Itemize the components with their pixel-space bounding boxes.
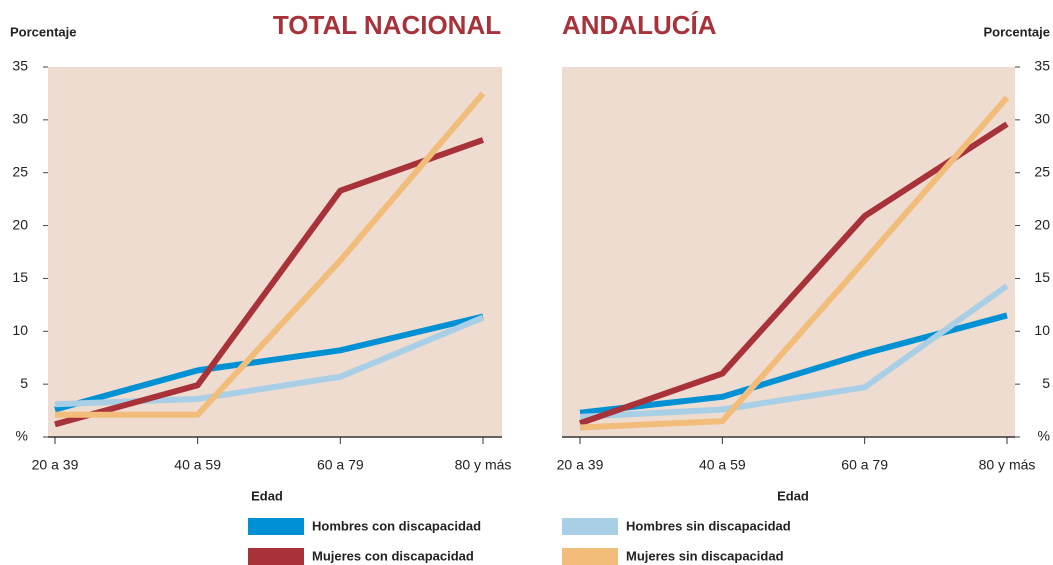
legend-label: Hombres sin discapacidad: [626, 518, 791, 533]
y-tick-label: 10: [1034, 322, 1050, 338]
y-axis-label: Porcentaje: [984, 24, 1050, 39]
y-tick-label: 15: [1034, 269, 1050, 285]
x-tick-label: 40 a 59: [174, 457, 221, 473]
series-line: [54, 137, 485, 428]
legend-label: Hombres con discapacidad: [312, 518, 481, 533]
y-tick-label: %: [16, 428, 28, 444]
x-tick-label: 60 a 79: [317, 457, 364, 473]
series-line: [54, 313, 484, 413]
chart-title: ANDALUCÍA: [562, 10, 717, 40]
series-line: [579, 95, 1010, 431]
y-tick-label: 30: [12, 111, 28, 127]
plot-area: [562, 67, 1015, 437]
y-tick-label: %: [1038, 428, 1050, 444]
y-tick-label: 30: [1034, 111, 1050, 127]
legend-label: Mujeres sin discapacidad: [626, 548, 784, 563]
y-tick-label: 20: [12, 216, 28, 232]
x-axis-label: Edad: [251, 488, 283, 503]
chart-title: TOTAL NACIONAL: [273, 10, 501, 40]
x-tick-label: 60 a 79: [841, 457, 888, 473]
series-line: [55, 91, 486, 418]
legend-swatch: [248, 518, 304, 535]
series-line: [54, 314, 485, 408]
x-axis-label: Edad: [777, 488, 809, 503]
legend-label: Mujeres con discapacidad: [312, 548, 474, 563]
y-tick-label: 35: [12, 58, 28, 74]
x-tick-label: 40 a 59: [699, 457, 746, 473]
y-tick-label: 35: [1034, 58, 1050, 74]
x-tick-label: 20 a 39: [557, 457, 604, 473]
x-tick-label: 20 a 39: [32, 457, 79, 473]
x-tick-label: 80 y más: [979, 457, 1036, 473]
y-tick-label: 25: [1034, 163, 1050, 179]
y-tick-label: 25: [12, 163, 28, 179]
y-tick-label: 20: [1034, 216, 1050, 232]
legend-swatch: [562, 518, 618, 535]
series-line: [579, 283, 1009, 420]
y-axis-label: Porcentaje: [10, 24, 76, 39]
legend-swatch: [562, 548, 618, 565]
y-tick-label: 15: [12, 269, 28, 285]
y-tick-label: 5: [20, 375, 28, 391]
x-tick-label: 80 y más: [455, 457, 512, 473]
plot-area: [48, 67, 502, 437]
y-tick-label: 5: [1042, 375, 1050, 391]
y-tick-label: 10: [12, 322, 28, 338]
legend-swatch: [248, 548, 304, 565]
series-line: [579, 121, 1009, 427]
